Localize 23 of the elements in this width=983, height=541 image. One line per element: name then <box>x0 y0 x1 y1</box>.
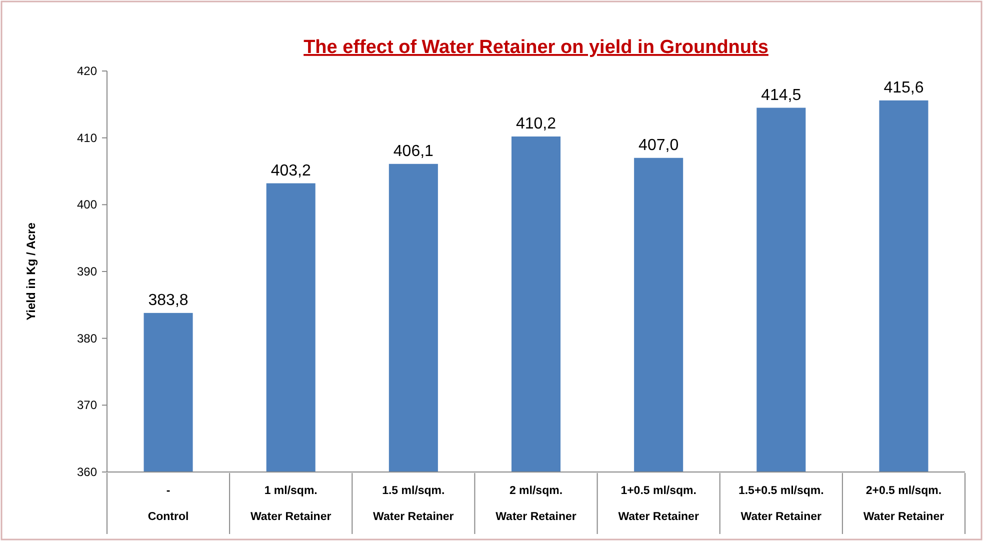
data-label: 410,2 <box>516 115 556 132</box>
category-label: 2+0.5 ml/sqm. Water Retainer <box>863 485 944 523</box>
y-tick-label: 400 <box>76 198 98 212</box>
category-label: 1+0.5 ml/sqm. Water Retainer <box>618 485 699 523</box>
y-tick-label: 420 <box>76 64 98 78</box>
category-label: 1 ml/sqm. Water Retainer <box>250 485 332 523</box>
y-tick-label: 380 <box>76 331 98 346</box>
data-label: 403,2 <box>270 162 311 180</box>
data-label: 383,8 <box>148 292 188 309</box>
chart-title: The effect of Water Retainer on yield in Groundnuts <box>304 37 768 58</box>
category-label: - Control <box>148 485 189 523</box>
category-label: 1.5+0.5 ml/sqm. Water Retainer <box>738 485 824 523</box>
data-label: 407,0 <box>638 136 679 154</box>
data-label: 406,1 <box>393 142 434 160</box>
y-axis-title: Yield in Kg / Acre <box>24 222 38 320</box>
data-label: 415,6 <box>884 79 924 96</box>
category-label: 1.5 ml/sqm. Water Retainer <box>373 485 454 523</box>
y-tick-label: 360 <box>76 465 98 479</box>
y-tick-label: 390 <box>76 264 98 278</box>
y-tick-label: 410 <box>76 130 98 145</box>
category-label: 2 ml/sqm. Water Retainer <box>496 485 576 523</box>
y-tick-label: 370 <box>76 398 98 412</box>
data-label: 414,5 <box>761 86 802 104</box>
